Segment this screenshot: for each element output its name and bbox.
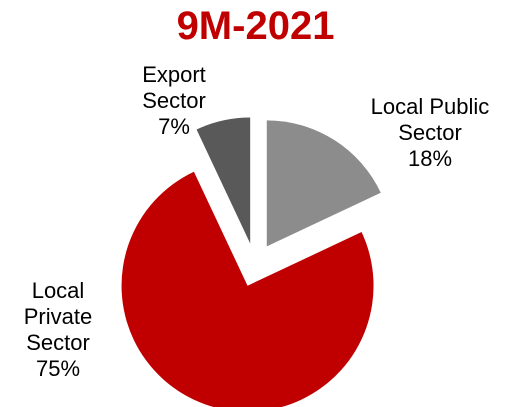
slice-label-local-public: Local Public Sector 18% [345, 94, 511, 172]
slice-value-label: 75% [35, 356, 81, 381]
pie-slice-0 [266, 120, 381, 247]
slice-label-line: Sector [398, 120, 462, 145]
slice-value-label: 18% [407, 146, 453, 171]
slice-value-label: 7% [158, 114, 190, 139]
slice-label-local-private: Local Private Sector 75% [0, 278, 116, 382]
slice-label-line: Sector [142, 88, 206, 113]
slice-label-line: Local [31, 278, 85, 303]
slice-label-line: Local Public [370, 94, 490, 119]
slice-label-line: Sector [26, 330, 90, 355]
pie-slice-2 [196, 117, 251, 244]
slice-label-line: Private [23, 304, 93, 329]
slice-label-line: Export [142, 62, 206, 87]
pie-slice-1 [121, 171, 374, 407]
chart-title: 9M-2021 [176, 4, 335, 48]
slice-label-export: Export Sector 7% [104, 62, 244, 140]
